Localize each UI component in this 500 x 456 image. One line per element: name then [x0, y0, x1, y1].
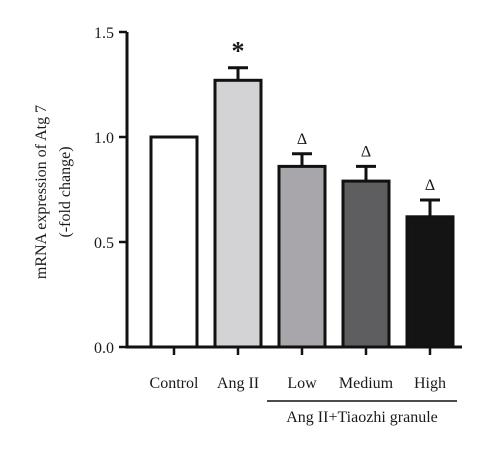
x-category-label: Low	[287, 375, 317, 392]
y-axis-label-line-1: mRNA expression of Atg 7	[33, 105, 50, 279]
x-category-label: Medium	[339, 375, 394, 392]
group-label: Ang II+Tiaozhi granule	[286, 409, 438, 426]
x-category-label: Ang II	[217, 375, 259, 392]
y-tick-label: 1.0	[94, 130, 114, 147]
significance-marker: Δ	[425, 177, 435, 194]
significance-marker: Δ	[297, 131, 307, 148]
bar-low	[277, 164, 327, 349]
bar-ang-ii	[213, 78, 263, 349]
y-tick-label: 1.5	[94, 25, 114, 42]
x-category-label: Control	[150, 375, 199, 392]
bar-medium	[341, 179, 391, 349]
bar-high	[405, 215, 455, 349]
y-axis-label-line-2: (-fold change)	[57, 146, 74, 237]
y-tick-label: 0.5	[94, 235, 114, 252]
significance-marker: Δ	[361, 143, 371, 160]
plot-area: 0.0 0.5 1.0 1.5 Control Ang II * Low Δ Medium Δ Hig…	[94, 25, 462, 426]
bar-control	[149, 135, 199, 349]
x-category-label: High	[414, 375, 446, 392]
significance-marker: *	[232, 37, 245, 66]
y-tick-label: 0.0	[94, 340, 114, 357]
